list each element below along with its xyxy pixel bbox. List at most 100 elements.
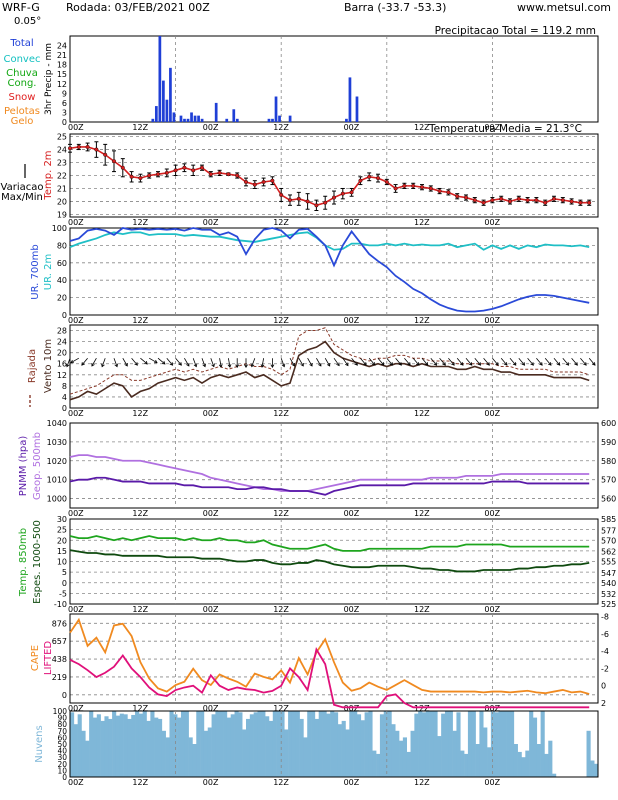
temp-point — [314, 203, 319, 208]
t850-ytick-right: 577 — [601, 526, 616, 535]
cloud-bar — [425, 711, 430, 777]
cloud-bar — [368, 711, 373, 777]
cloud-bar — [261, 711, 266, 777]
wind-arrowhead — [260, 364, 265, 368]
model-name: WRF-G — [2, 1, 40, 14]
cloud-bar — [406, 751, 411, 777]
t850-ytick-left: -10 — [54, 600, 67, 609]
cloud-bar — [127, 718, 132, 777]
wind-arrowhead — [336, 362, 340, 367]
temp-point — [217, 170, 222, 175]
wind-arrowhead — [433, 362, 438, 366]
legend-convec: Convec — [3, 54, 40, 65]
wind-ytick: 8 — [62, 382, 67, 391]
pressure-xtick: 12Z — [414, 509, 430, 518]
cloud-bar — [188, 737, 193, 777]
temp-ytick: 20 — [57, 197, 67, 206]
cloud-bar — [173, 714, 178, 777]
cloud-bar — [326, 713, 331, 777]
t850-ytick-right: 570 — [601, 536, 616, 545]
cloud-bar — [119, 713, 124, 777]
panel-wind: 0 4 8 12 16 20 24 28 00Z 12Z 00Z 12Z 00Z 12Z 00Z Rajada… — [27, 324, 599, 418]
t850-ytick-right: 525 — [601, 600, 616, 609]
wind-arrowhead — [416, 362, 420, 366]
temp-point — [560, 198, 565, 203]
wind-arrowhead — [161, 361, 166, 365]
wind-arrow — [113, 358, 118, 367]
ur700-line — [69, 227, 590, 313]
cloud-bar — [265, 716, 270, 777]
wind-ytick: 12 — [57, 371, 67, 380]
precip-xtick: 12Z — [273, 123, 289, 132]
temp-point — [67, 146, 72, 151]
temp-point — [296, 196, 301, 201]
precip-bar — [179, 115, 183, 122]
t850-xtick: 00Z — [484, 605, 500, 614]
wind-arrow — [553, 357, 561, 366]
t850-xtick: 00Z — [68, 605, 84, 614]
cloud-bar — [529, 711, 534, 777]
cloud-bar — [452, 730, 457, 777]
cape-xtick: 00Z — [68, 704, 84, 713]
wind-xtick: 00Z — [484, 409, 500, 418]
cloud-bar — [594, 763, 599, 777]
ur-xtick: 12Z — [273, 316, 289, 325]
ur2m-label: UR. 2m — [43, 254, 54, 290]
wind-arrow — [261, 358, 264, 368]
cloud-bar — [337, 724, 342, 777]
wind-arrowhead — [451, 362, 455, 366]
website-link[interactable]: www.metsul.com — [517, 1, 611, 14]
cloud-bar — [108, 718, 113, 777]
wind-arrowhead — [227, 364, 232, 368]
clouds-xtick: 00Z — [68, 778, 84, 787]
precip-bar — [355, 96, 359, 122]
ur-ytick: 80 — [57, 241, 67, 250]
wind-arrow — [483, 357, 490, 366]
temp-point — [138, 176, 143, 181]
wind-arrowhead — [486, 362, 490, 366]
temp-point — [587, 200, 592, 205]
wind-arrow — [580, 357, 587, 366]
cloud-bar — [92, 717, 98, 777]
wind-arrow — [536, 357, 543, 366]
cloud-bar — [341, 720, 346, 777]
temp-xtick: 00Z — [484, 218, 500, 227]
wind-arrow — [140, 357, 148, 365]
temp-point — [94, 147, 99, 152]
wind-arrowhead — [244, 364, 248, 368]
wind-arrow — [509, 357, 517, 366]
wind-arrowhead — [235, 364, 240, 368]
cloud-bar — [223, 711, 228, 777]
precip-xtick: 00Z — [203, 123, 219, 132]
temp-ytick: 25 — [57, 133, 67, 142]
wind-arrowhead — [309, 362, 313, 367]
cloud-bar — [100, 720, 105, 777]
wind-arrowhead — [477, 362, 482, 366]
panel-precip: Precipitacao Total = 119.2 mm03691215182… — [3, 25, 599, 132]
cloud-bar — [73, 724, 78, 777]
wind-arrowhead — [380, 362, 385, 366]
cape-xtick: 00Z — [203, 704, 219, 713]
clouds-label: Nuvens — [34, 725, 45, 762]
t850-ytick-left: 25 — [57, 526, 67, 535]
legend-gelo: Gelo — [11, 116, 34, 127]
cloud-bar — [376, 753, 381, 777]
cloud-bar — [207, 727, 212, 777]
temp-point — [384, 179, 389, 184]
clouds-ytick: 90 — [57, 714, 67, 723]
wind-arrow — [157, 357, 166, 365]
cloud-bar — [460, 750, 465, 777]
pressure-ytick-left: 1040 — [47, 419, 67, 428]
cloud-bar — [410, 730, 415, 777]
wind-arrowhead — [442, 362, 446, 366]
cloud-bar — [123, 714, 128, 777]
cloud-bar — [253, 712, 258, 777]
precip-ylabel: 3hr Precip - mm — [44, 43, 54, 115]
temp-point — [516, 196, 521, 201]
thickness-label: Espes. 1000-500 — [32, 520, 43, 604]
cloud-bar — [402, 737, 407, 777]
cloud-bar — [475, 744, 480, 777]
lifted-line — [69, 647, 590, 709]
wind-arrowhead — [250, 363, 255, 368]
